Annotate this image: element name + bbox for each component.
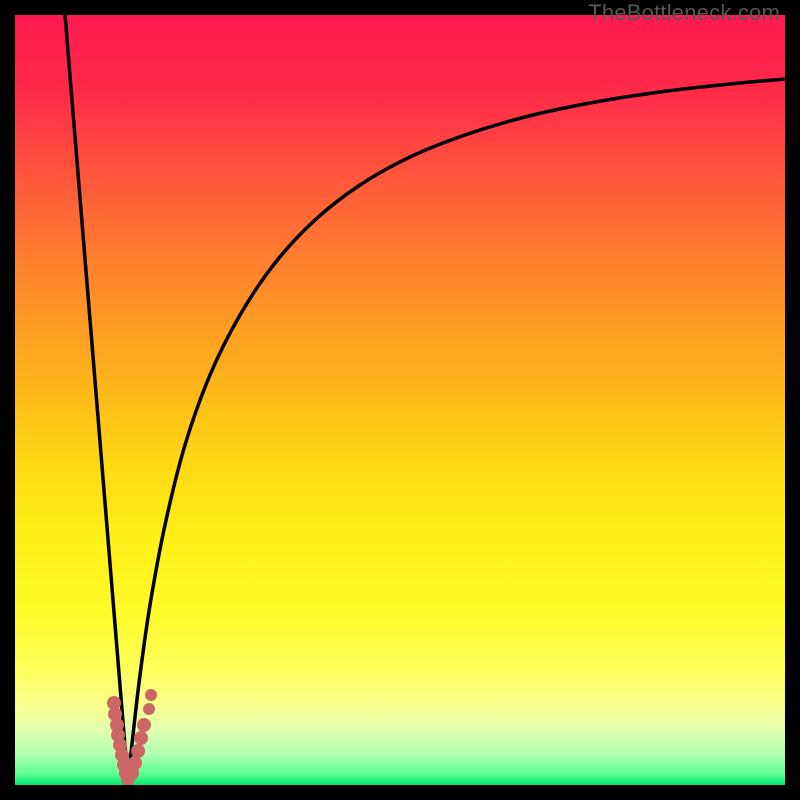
- data-dot: [143, 703, 155, 715]
- chart-area: [15, 15, 785, 785]
- data-dot: [137, 718, 151, 732]
- watermark-text: TheBottleneck.com: [588, 0, 780, 26]
- curve-layer: [15, 15, 785, 785]
- curve-right-branch: [128, 79, 785, 783]
- curve-left-branch: [65, 15, 128, 783]
- data-dot: [128, 756, 142, 770]
- data-dot: [134, 731, 148, 745]
- data-dot: [131, 744, 145, 758]
- data-dot: [145, 689, 157, 701]
